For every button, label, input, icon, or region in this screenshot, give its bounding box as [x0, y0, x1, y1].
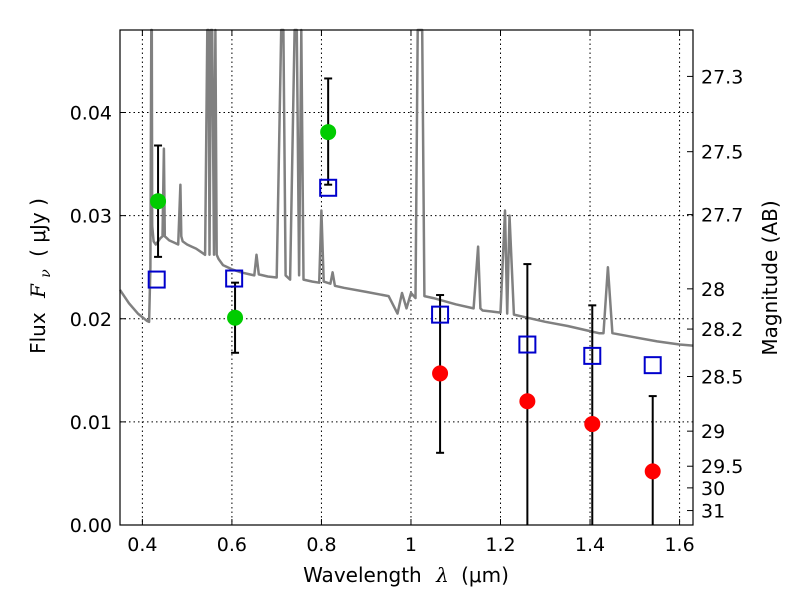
red-data-point — [519, 393, 536, 410]
y-tick-label: 0.04 — [70, 103, 112, 125]
y-axis-label-symbol: F — [26, 283, 50, 299]
y-tick-label: 0.03 — [70, 206, 112, 228]
green-data-point — [320, 124, 337, 141]
right-tick-label: 27.3 — [701, 66, 743, 88]
x-axis-label-symbol: λ — [435, 563, 449, 587]
model-square-point — [518, 335, 537, 354]
right-tick-label: 29.5 — [701, 456, 743, 478]
spectrum-line — [118, 28, 694, 347]
x-tick-label: 0.6 — [217, 534, 247, 556]
y-axis-label-unit: ( μJy ) — [26, 198, 50, 257]
right-tick-label: 28.5 — [701, 367, 743, 389]
y-tick-label: 0.02 — [70, 309, 112, 331]
right-tick-label: 30 — [701, 478, 725, 500]
x-axis-label-unit: (μm) — [461, 563, 509, 587]
plot-frame — [119, 29, 694, 526]
red-data-point — [432, 365, 449, 382]
x-tick-label: 1 — [405, 534, 417, 556]
y-tick-label: 0.01 — [70, 412, 112, 434]
y-tick-label: 0.00 — [70, 515, 112, 537]
data-markers — [147, 124, 662, 480]
spectrum-series-line — [118, 28, 694, 347]
x-tick-label: 1.4 — [575, 534, 605, 556]
right-tick-label: 27.5 — [701, 142, 743, 164]
model-square-point — [431, 305, 450, 324]
x-tick-label: 1.2 — [485, 534, 515, 556]
axis-ticks: 0.4 0.6 0.8 1 1.2 1.4 1.6 0.00 0.01 0.02 0.03 0.04 2… — [70, 30, 743, 556]
x-tick-label: 1.6 — [664, 534, 694, 556]
red-data-point — [644, 463, 661, 480]
right-tick-label: 29 — [701, 421, 725, 443]
red-data-point — [584, 415, 601, 432]
x-tick-label: 0.8 — [306, 534, 336, 556]
model-square-point — [643, 356, 662, 375]
y-axis-label-subscript: ν — [38, 269, 54, 278]
right-tick-label: 31 — [701, 501, 725, 523]
model-square-point — [225, 269, 244, 288]
model-square-point — [319, 178, 338, 197]
y-axis-label-main: Flux — [26, 312, 50, 354]
green-data-point — [227, 309, 244, 326]
model-square-point — [147, 270, 166, 289]
right-axis-label: Magnitude (AB) — [758, 200, 782, 355]
right-tick-label: 28.2 — [701, 319, 743, 341]
right-tick-label: 27.7 — [701, 205, 743, 227]
model-square-point — [583, 346, 602, 365]
right-tick-label: 28 — [701, 279, 725, 301]
error-bars — [154, 77, 657, 525]
green-data-point — [150, 193, 167, 210]
x-axis-label-main: Wavelength — [303, 563, 422, 587]
x-tick-label: 0.4 — [127, 534, 157, 556]
y-axis-label: Flux F ν ( μJy ) — [26, 198, 55, 354]
x-axis-label: Wavelength λ (μm) — [303, 563, 509, 587]
